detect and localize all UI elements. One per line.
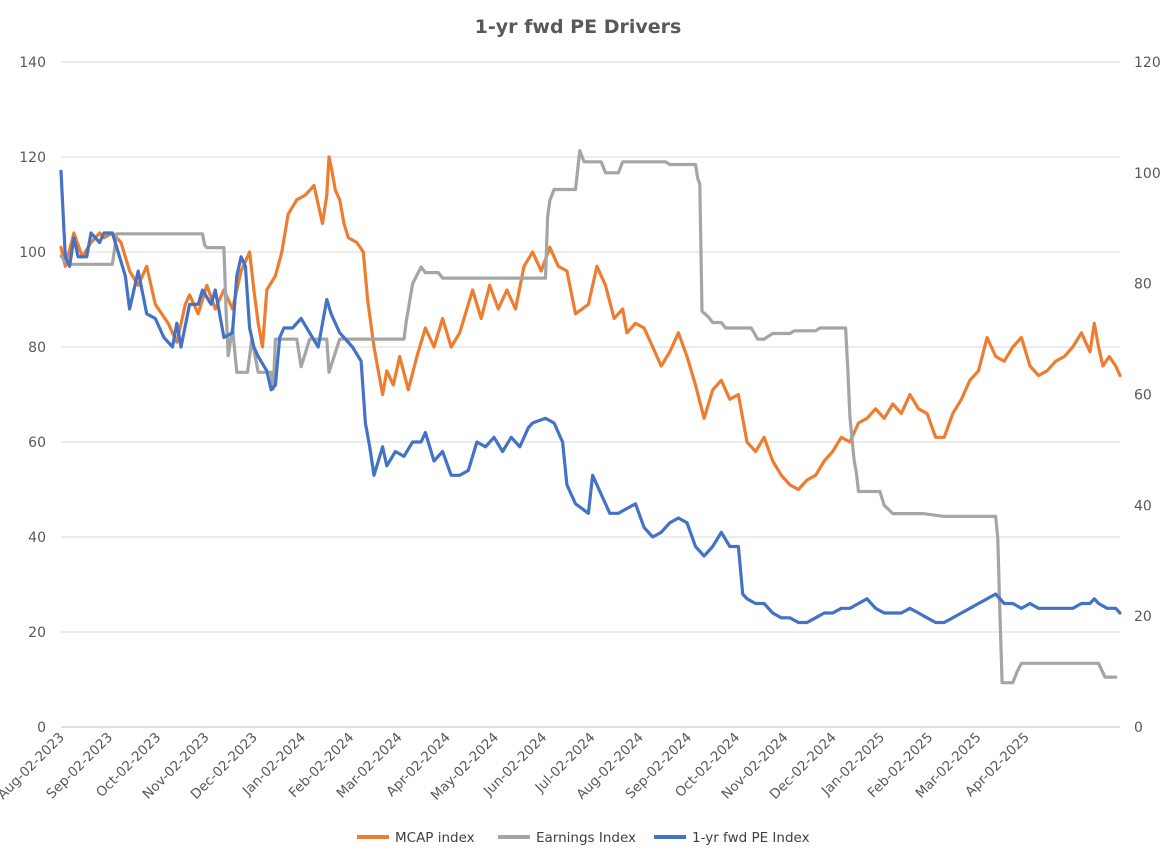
right-tick-label: 120 — [1134, 55, 1161, 71]
gridlines — [61, 61, 1120, 633]
series-line-0 — [59, 155, 1122, 492]
right-tick-label: 80 — [1134, 277, 1152, 293]
right-y-axis: 0 20 40 60 80 100 120 — [1134, 55, 1161, 736]
left-tick-label: 40 — [28, 530, 46, 546]
series-line-1 — [59, 149, 1118, 685]
left-tick-label: 60 — [28, 435, 46, 451]
x-axis: Aug-02-2023Sep-02-2023Oct-02-2023Nov-02-… — [0, 726, 1120, 804]
left-tick-label: 0 — [37, 720, 46, 736]
left-y-axis: 0 20 40 60 80 100 120 140 — [19, 55, 46, 736]
legend-label-pe: 1-yr fwd PE Index — [692, 830, 810, 846]
legend-label-earnings: Earnings Index — [536, 830, 636, 846]
left-tick-label: 140 — [19, 55, 46, 71]
series-line-2 — [59, 169, 1122, 625]
series-lines — [59, 149, 1122, 685]
right-tick-label: 60 — [1134, 388, 1152, 404]
legend: MCAP index Earnings Index 1-yr fwd PE In… — [357, 830, 810, 846]
left-tick-label: 20 — [28, 625, 46, 641]
right-tick-label: 20 — [1134, 609, 1152, 625]
right-tick-label: 40 — [1134, 498, 1152, 514]
chart-title: 1-yr fwd PE Drivers — [475, 16, 682, 38]
left-tick-label: 80 — [28, 340, 46, 356]
right-tick-label: 0 — [1134, 720, 1143, 736]
legend-label-mcap: MCAP index — [395, 830, 475, 846]
left-tick-label: 120 — [19, 150, 46, 166]
right-tick-label: 100 — [1134, 166, 1161, 182]
left-tick-label: 100 — [19, 245, 46, 261]
